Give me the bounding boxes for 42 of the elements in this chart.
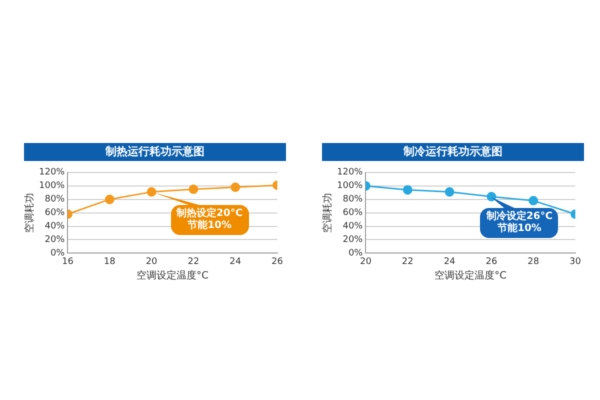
y-tick-label: 100%	[336, 181, 364, 192]
point	[402, 185, 412, 195]
x-tick-label: 16	[62, 256, 74, 267]
y-tick-label: 60%	[342, 208, 364, 218]
chart-title: 制冷运行耗功示意图	[322, 143, 584, 161]
annotation: 制热设定20°C 节能10%	[170, 204, 249, 235]
y-tick-label: 120%	[38, 168, 66, 178]
y-tick-label: 100%	[38, 181, 66, 192]
y-tick-label: 0%	[50, 248, 66, 259]
chart-title: 制热运行耗功示意图	[24, 143, 286, 161]
x-tick-label: 22	[402, 256, 414, 267]
point	[146, 187, 156, 197]
y-tick-label: 40%	[342, 222, 364, 232]
y-tick-label: 20%	[44, 235, 66, 246]
y-tick-label: 120%	[336, 168, 364, 178]
point	[486, 192, 496, 202]
x-axis-title: 空调设定温度°C	[136, 270, 209, 282]
x-tick-label: 26	[486, 256, 498, 267]
annotation: 制冷设定26°C 节能10%	[480, 208, 558, 238]
point	[528, 196, 538, 206]
x-tick-label: 18	[104, 256, 116, 267]
x-tick-label: 28	[528, 256, 540, 267]
x-tick-label: 20	[146, 256, 158, 267]
y-tick-label: 40%	[44, 222, 66, 232]
y-tick-label: 20%	[342, 235, 364, 246]
y-tick-label: 80%	[342, 194, 364, 205]
y-tick-label: 80%	[44, 194, 66, 205]
x-tick-label: 30	[570, 256, 582, 267]
x-tick-label: 26	[272, 256, 284, 267]
y-axis-title: 空调耗功	[24, 192, 36, 233]
point	[444, 187, 454, 197]
x-axis-title: 空调设定温度°C	[434, 270, 507, 282]
y-tick-label: 0%	[348, 248, 364, 259]
point	[188, 184, 198, 194]
point	[104, 194, 114, 204]
y-tick-label: 60%	[44, 208, 66, 218]
x-tick-label: 24	[444, 256, 456, 267]
x-tick-label: 20	[360, 256, 372, 267]
x-tick-label: 24	[230, 256, 242, 267]
point	[230, 182, 240, 192]
y-axis-title: 空调耗功	[322, 192, 334, 233]
x-tick-label: 22	[188, 256, 200, 267]
